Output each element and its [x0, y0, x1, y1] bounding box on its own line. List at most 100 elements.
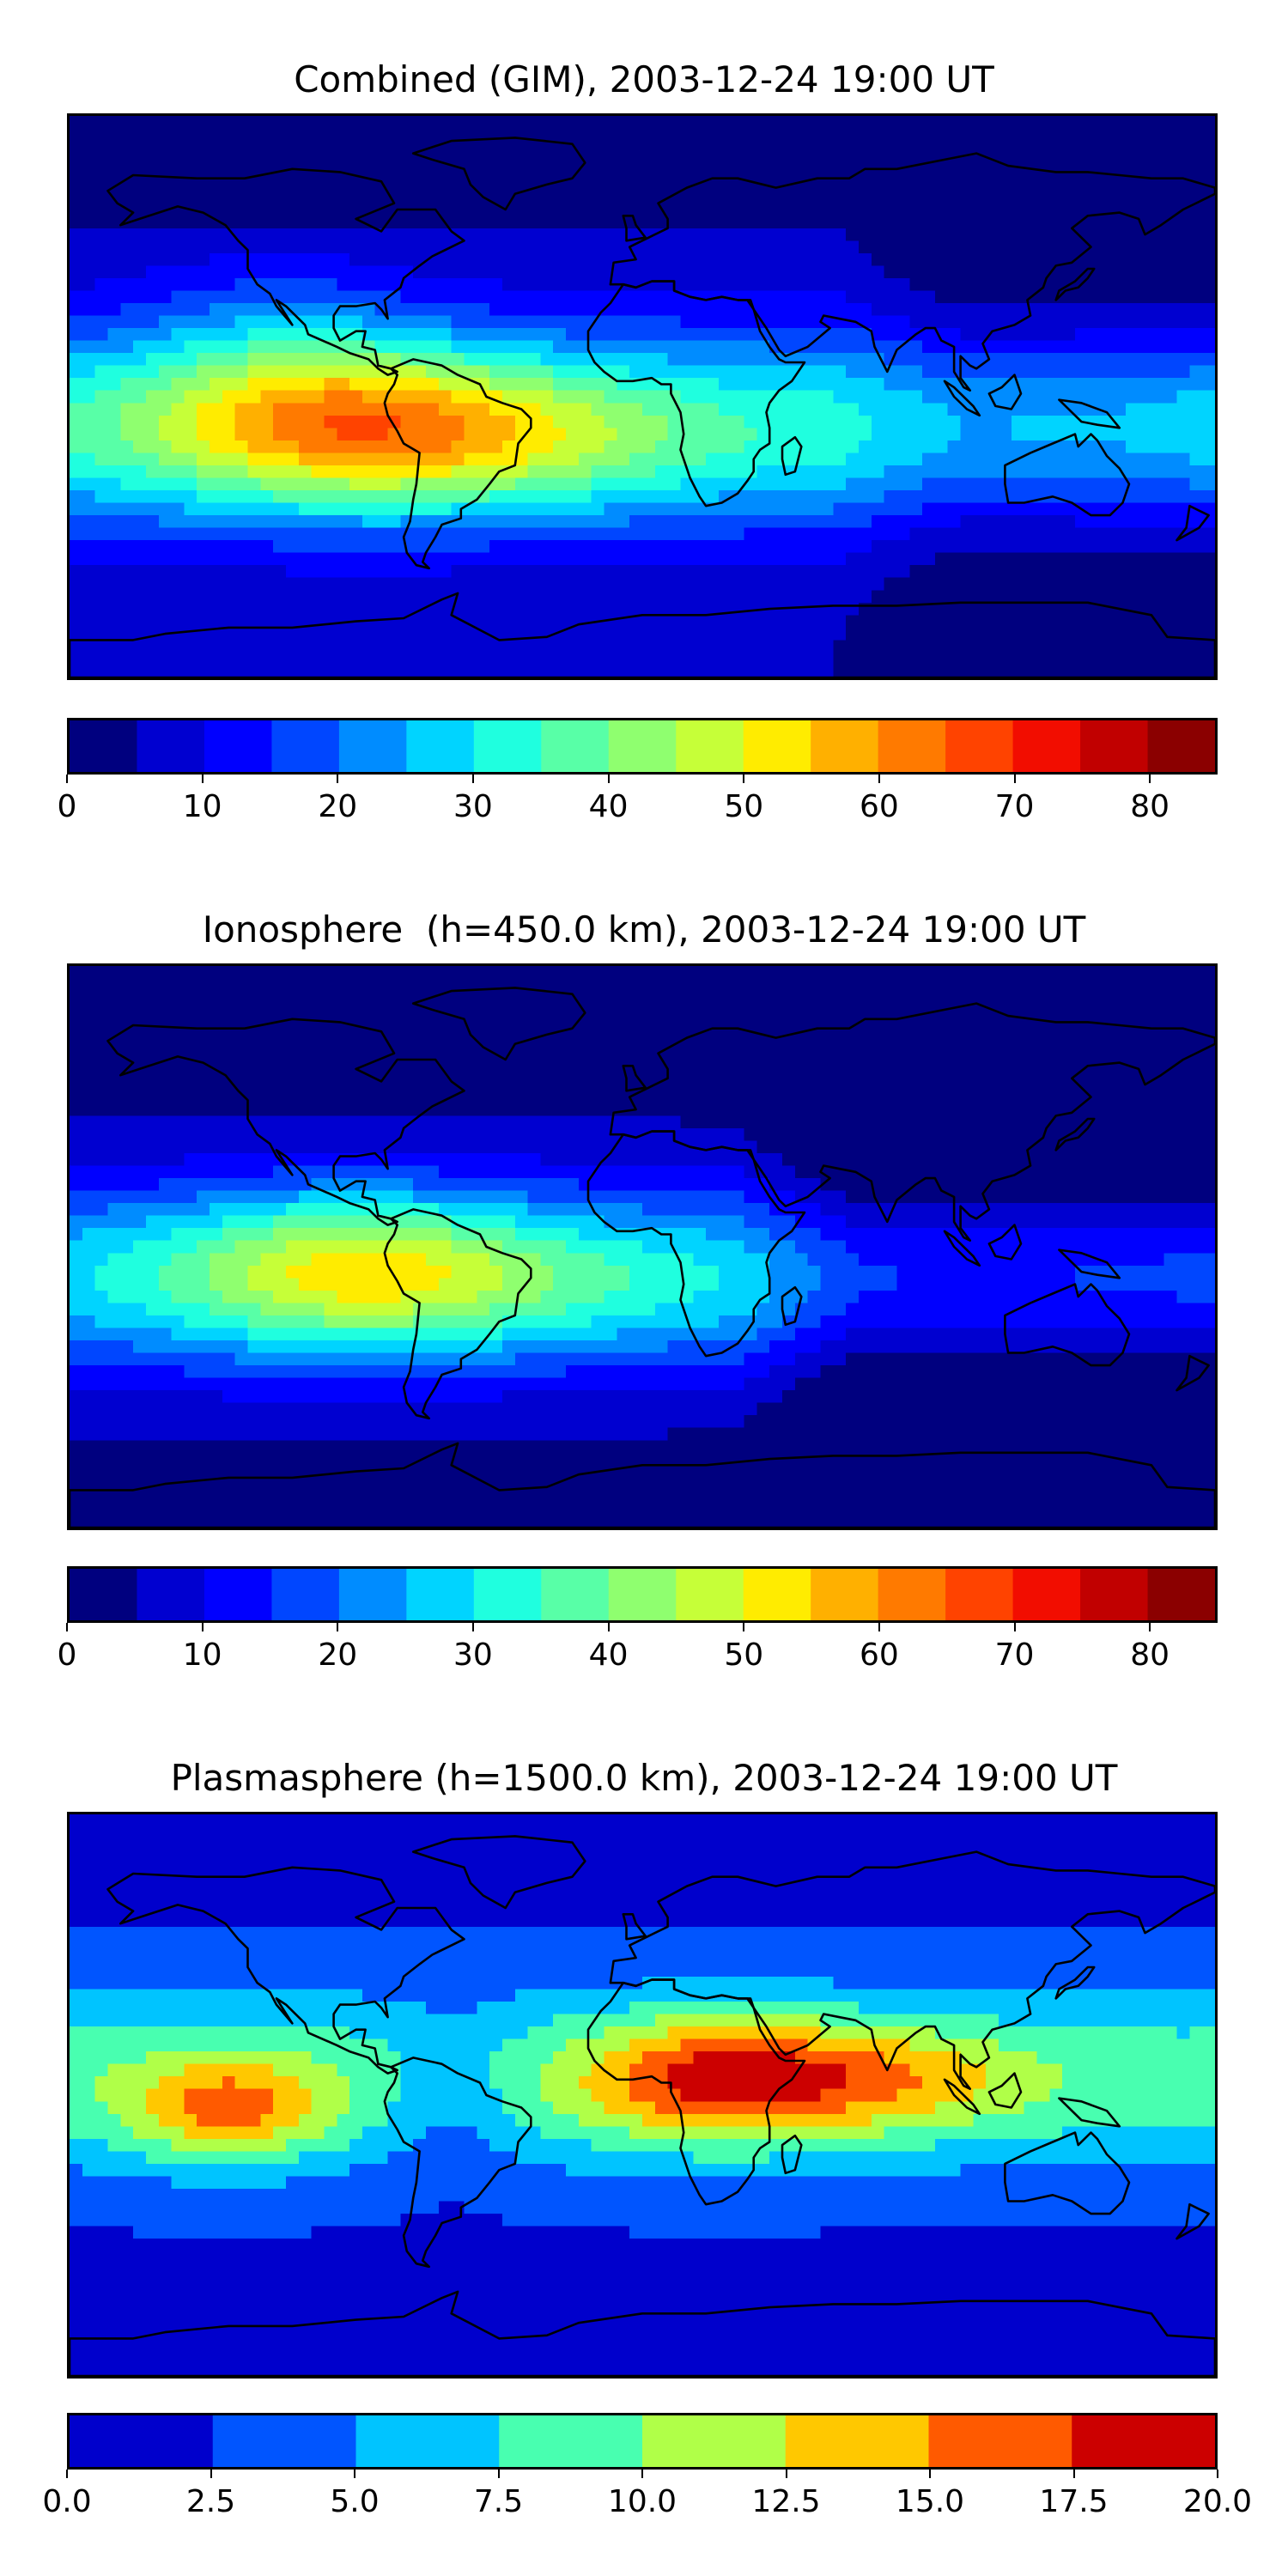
colorbar-tick [743, 775, 745, 783]
panel-2-field [70, 966, 1215, 1528]
colorbar-swatch [1080, 1569, 1149, 1620]
colorbar-tick [66, 2470, 68, 2478]
colorbar-tick-label: 80 [1130, 789, 1170, 824]
colorbar-tick [878, 1623, 880, 1631]
colorbar-tick [1013, 1623, 1016, 1631]
colorbar-tick [1149, 1623, 1151, 1631]
colorbar-tick-label: 12.5 [751, 2484, 821, 2519]
madagascar-coast [781, 1285, 803, 1327]
colorbar-tick [1217, 2470, 1218, 2478]
antarctica-coast [70, 1442, 1215, 1528]
colorbar-tick-label: 7.5 [473, 2484, 524, 2519]
colorbar-swatch [878, 720, 946, 772]
new-zealand-coast [1176, 1354, 1210, 1392]
colorbar-tick [607, 775, 610, 783]
colorbar-tick-label: 60 [859, 1637, 899, 1673]
colorbar-tick-label: 20 [318, 789, 358, 824]
japan-coast [1054, 1965, 1096, 2000]
colorbar-tick [471, 1623, 474, 1631]
colorbar-swatch [1012, 1569, 1081, 1620]
panel-3-coastlines [70, 1835, 1215, 2376]
colorbar-swatch [499, 2415, 643, 2467]
antarctica-coast [70, 2290, 1215, 2376]
colorbar-tick [743, 1623, 745, 1631]
colorbar-tick-label: 40 [588, 789, 629, 824]
panel-3-map [67, 1812, 1218, 2379]
panel-1-colorbar-ticks: 0 10 20 30 40 50 60 70 80 [58, 775, 1218, 826]
colorbar-tick [66, 775, 68, 783]
colorbar-swatch [1072, 2415, 1215, 2467]
british-isles-coast [622, 215, 647, 242]
borneo-coast [987, 374, 1023, 410]
colorbar-swatch [137, 1569, 205, 1620]
colorbar-swatch [785, 2415, 929, 2467]
colorbar-swatch [1147, 1569, 1215, 1620]
panel-3-heatmap [70, 1814, 1215, 2376]
panel-3-title: Plasmasphere (h=1500.0 km), 2003-12-24 1… [170, 1757, 1118, 1799]
sumatra-coast [943, 1230, 981, 1267]
colorbar-tick-label: 50 [724, 789, 764, 824]
colorbar-swatch [676, 720, 744, 772]
british-isles-coast [622, 1065, 647, 1092]
colorbar-tick-label: 0 [57, 789, 77, 824]
europe-asia-coast [609, 1002, 1215, 1242]
colorbar-tick [66, 1623, 68, 1631]
panel-3-colorbar [67, 2413, 1218, 2470]
colorbar-swatch [204, 720, 272, 772]
antarctica-coast [70, 592, 1215, 677]
colorbar-tick [1072, 2470, 1075, 2478]
africa-coast [586, 1130, 806, 1358]
colorbar-swatch [137, 720, 205, 772]
north-america-coast [106, 1018, 465, 1226]
new-guinea-coast [1058, 398, 1121, 429]
panel-2-colorbar [67, 1566, 1218, 1623]
colorbar-swatch [355, 2415, 500, 2467]
australia-coast [1004, 1283, 1131, 1367]
colorbar-tick [785, 2470, 787, 2478]
europe-asia-coast [609, 152, 1215, 392]
colorbar-swatch [1012, 720, 1081, 772]
colorbar-tick [337, 1623, 339, 1631]
madagascar-coast [781, 435, 803, 477]
colorbar-tick [354, 2470, 355, 2478]
africa-coast [586, 280, 806, 507]
colorbar-swatch [338, 720, 407, 772]
panel-2-title: Ionosphere (h=450.0 km), 2003-12-24 19:0… [202, 908, 1086, 951]
colorbar-tick [1149, 775, 1151, 783]
colorbar-tick-label: 60 [859, 789, 899, 824]
europe-asia-coast [609, 1850, 1215, 2090]
colorbar-swatch [945, 1569, 1014, 1620]
south-america-coast [383, 358, 532, 570]
colorbar-tick-label: 40 [588, 1637, 629, 1673]
south-america-coast [383, 1208, 532, 1420]
colorbar-swatch [928, 2415, 1072, 2467]
colorbar-tick [607, 1623, 610, 1631]
panel-1-title: Combined (GIM), 2003-12-24 19:00 UT [294, 58, 994, 100]
greenland-coast [411, 1835, 586, 1910]
colorbar-swatch [271, 720, 340, 772]
borneo-coast [987, 2072, 1023, 2109]
colorbar-swatch [406, 1569, 475, 1620]
new-guinea-coast [1058, 1249, 1121, 1279]
north-america-coast [106, 167, 465, 376]
colorbar-tick [497, 2470, 500, 2478]
colorbar-swatch [70, 720, 137, 772]
africa-coast [586, 1978, 806, 2206]
colorbar-tick [201, 1623, 204, 1631]
colorbar-tick-label: 5.0 [330, 2484, 380, 2519]
colorbar-swatch [212, 2415, 356, 2467]
panel-2-colorbar-ticks: 0 10 20 30 40 50 60 70 80 [58, 1623, 1218, 1674]
new-guinea-coast [1058, 2097, 1121, 2128]
japan-coast [1054, 267, 1096, 301]
colorbar-tick [878, 775, 880, 783]
panel-3-colorbar-ticks: 0.0 2.5 5.0 7.5 10.0 12.5 15.0 17.5 20.0 [42, 2470, 1252, 2521]
colorbar-swatch [608, 1569, 677, 1620]
colorbar-swatch [70, 1569, 137, 1620]
colorbar-tick [337, 775, 339, 783]
colorbar-swatch [743, 720, 811, 772]
colorbar-tick-label: 20.0 [1182, 2484, 1253, 2519]
australia-coast [1004, 2131, 1131, 2215]
british-isles-coast [622, 1913, 647, 1941]
sumatra-coast [943, 380, 981, 417]
colorbar-tick [929, 2470, 931, 2478]
